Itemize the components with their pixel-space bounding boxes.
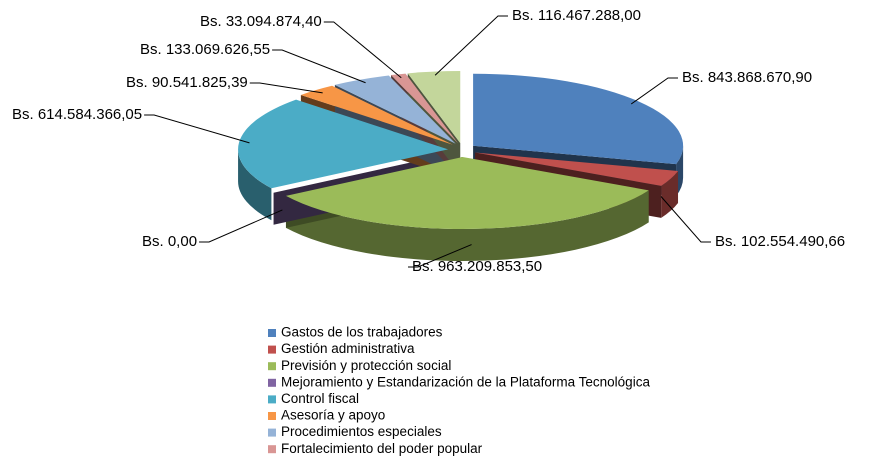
legend-swatch	[268, 362, 276, 371]
legend-swatch	[268, 445, 276, 454]
legend-label: Fortalecimiento del poder popular	[281, 441, 483, 456]
slice	[407, 71, 461, 144]
legend-label: Asesoría y apoyo	[281, 408, 385, 423]
legend-swatch	[268, 428, 276, 437]
legend-label: Mejoramiento y Estandarización de la Pla…	[281, 374, 650, 389]
leader-line	[660, 196, 711, 243]
slice	[473, 73, 684, 165]
slice-side	[238, 149, 272, 221]
slice	[238, 99, 449, 189]
leader-line	[323, 21, 402, 79]
data-label: Bs. 963.209.853,50	[412, 258, 542, 275]
slice	[300, 85, 453, 145]
slice	[334, 75, 456, 144]
data-label: Bs. 90.541.825,39	[126, 74, 248, 91]
legend-label: Gestión administrativa	[281, 341, 415, 356]
leader-line	[144, 114, 250, 144]
leader-line	[630, 77, 678, 105]
legend-swatch	[268, 378, 276, 387]
data-label: Bs. 843.868.670,90	[682, 69, 812, 86]
leader-line	[408, 244, 472, 268]
leader-line	[272, 49, 366, 84]
slice	[285, 156, 649, 229]
legend-swatch	[268, 412, 276, 420]
legend-swatch	[268, 329, 276, 337]
legend-label: Procedimientos especiales	[281, 424, 442, 439]
slice-side	[661, 170, 679, 218]
data-label: Bs. 33.094.874,40	[200, 13, 322, 30]
legend-swatch	[268, 395, 276, 404]
data-label: Bs. 102.554.490,66	[715, 233, 845, 250]
data-label: Bs. 614.584.366,05	[12, 106, 142, 123]
leader-line	[249, 82, 323, 94]
legend-label: Control fiscal	[281, 391, 359, 406]
leader-line	[199, 209, 283, 243]
slice	[391, 73, 459, 144]
legend-label: Previsión y protección social	[281, 358, 451, 373]
data-label: Bs. 0,00	[142, 233, 197, 250]
slice	[475, 152, 679, 186]
slice-tops	[238, 71, 684, 229]
legend-label: Gastos de los trabajadores	[281, 325, 443, 340]
leader-line	[434, 15, 508, 76]
legend-swatch	[268, 345, 276, 354]
data-label: Bs. 133.069.626,55	[140, 41, 270, 58]
data-label: Bs. 116.467.288,00	[512, 7, 641, 24]
slice-side	[285, 190, 649, 261]
